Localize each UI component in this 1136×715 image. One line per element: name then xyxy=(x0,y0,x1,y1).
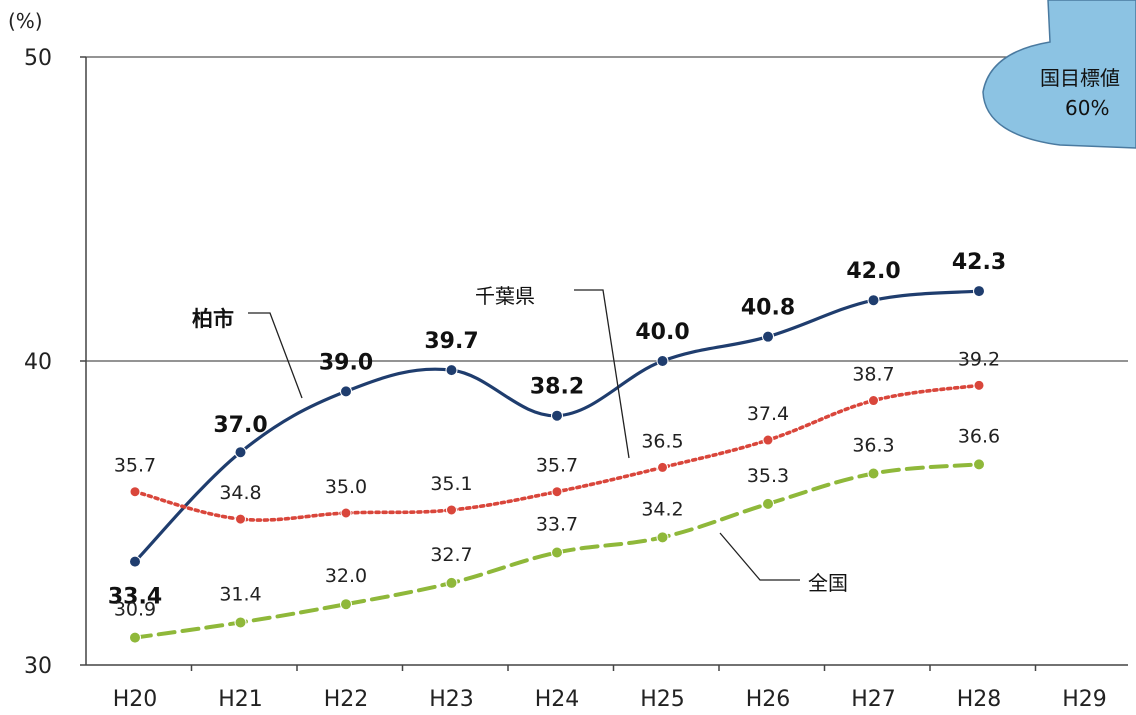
point-千葉県-H21 xyxy=(235,513,246,525)
callout-bubble xyxy=(982,0,1136,149)
leader-line-柏市 xyxy=(248,312,303,399)
point-千葉県-H20 xyxy=(129,486,141,498)
point-全国-H28 xyxy=(973,458,985,471)
y-tick-labels: 30 40 50 xyxy=(24,46,52,679)
data-label-全国-H24: 33.7 xyxy=(536,514,578,536)
point-柏市-H26 xyxy=(762,330,774,343)
data-label-千葉県-H27: 38.7 xyxy=(852,364,894,386)
data-label-千葉県-H28: 39.2 xyxy=(958,348,1000,370)
series-柏市: 33.4 37.0 39.0 39.7 38.2 40.0 40.8 42.0 42.3 xyxy=(108,250,1006,610)
data-label-全国-H25: 34.2 xyxy=(641,498,683,520)
data-label-柏市-H20: 33.4 xyxy=(108,585,162,610)
leader-line-全国 xyxy=(719,532,800,581)
series-name-柏市: 柏市 xyxy=(192,307,234,331)
point-千葉県-H24 xyxy=(551,486,563,498)
data-label-全国-H27: 36.3 xyxy=(852,434,894,456)
data-label-千葉県-H21: 34.8 xyxy=(219,482,261,504)
x-tick-label-H20: H20 xyxy=(113,687,158,712)
series-name-千葉県: 千葉県 xyxy=(475,284,535,308)
point-柏市-H23 xyxy=(445,364,458,377)
point-全国-H23 xyxy=(445,576,458,589)
callout-line-2: 60% xyxy=(1065,96,1109,120)
point-千葉県-H27 xyxy=(868,395,879,407)
point-千葉県-H22 xyxy=(340,507,352,519)
point-柏市-H24 xyxy=(551,409,563,422)
point-全国-H25 xyxy=(656,531,669,544)
data-label-柏市-H26: 40.8 xyxy=(741,296,795,321)
data-label-千葉県-H23: 35.1 xyxy=(430,473,472,495)
point-千葉県-H23 xyxy=(446,504,457,516)
point-柏市-H25 xyxy=(656,355,669,367)
point-柏市-H22 xyxy=(340,385,352,398)
x-tick-label-H28: H28 xyxy=(957,687,1002,712)
series-全国: 30.9 31.4 32.0 32.7 33.7 34.2 35.3 36.3 36.6 xyxy=(114,425,1000,644)
data-label-柏市-H23: 39.7 xyxy=(424,329,478,354)
series-lines: 33.4 37.0 39.0 39.7 38.2 40.0 40.8 42.0 42.3 35.7… xyxy=(108,250,1006,644)
data-label-全国-H26: 35.3 xyxy=(747,465,789,487)
point-柏市-H27 xyxy=(867,294,880,307)
point-柏市-H20 xyxy=(129,555,141,568)
x-tick-label-H22: H22 xyxy=(324,687,369,712)
point-柏市-H21 xyxy=(234,446,247,459)
x-tick-label-H25: H25 xyxy=(640,687,685,712)
data-label-千葉県-H24: 35.7 xyxy=(536,455,578,477)
y-axis-label: (%) xyxy=(8,9,43,33)
x-tick-label-H24: H24 xyxy=(535,687,580,712)
data-label-全国-H28: 36.6 xyxy=(958,425,1000,447)
x-tick-label-H23: H23 xyxy=(429,687,474,712)
gridlines xyxy=(86,56,1128,362)
point-千葉県-H28 xyxy=(973,379,985,391)
x-tick-label-H27: H27 xyxy=(851,687,896,712)
y-tick-label-30: 30 xyxy=(24,654,52,679)
data-label-千葉県-H26: 37.4 xyxy=(747,403,789,425)
leader-line-千葉県 xyxy=(574,289,630,459)
data-label-全国-H21: 31.4 xyxy=(219,583,261,605)
series-千葉県: 35.7 34.8 35.0 35.1 35.7 36.5 37.4 38.7 39.2 xyxy=(114,348,1000,525)
data-label-全国-H23: 32.7 xyxy=(430,544,472,566)
point-全国-H21 xyxy=(234,616,247,629)
data-label-千葉県-H22: 35.0 xyxy=(325,476,367,498)
x-tick-label-H29: H29 xyxy=(1062,687,1107,712)
data-label-千葉県-H25: 36.5 xyxy=(641,430,683,452)
x-tick-labels: H20 H21 H22 H23 H24 H25 H26 H27 H28 H29 xyxy=(113,687,1107,712)
y-tick-label-40: 40 xyxy=(24,350,52,375)
data-label-柏市-H28: 42.3 xyxy=(952,250,1006,275)
data-label-柏市-H22: 39.0 xyxy=(319,350,373,375)
point-全国-H20 xyxy=(129,631,141,644)
point-全国-H26 xyxy=(762,497,774,510)
y-tick-label-50: 50 xyxy=(24,46,52,71)
point-柏市-H28 xyxy=(973,285,985,298)
data-label-柏市-H25: 40.0 xyxy=(635,320,689,345)
data-label-全国-H20: 30.9 xyxy=(114,599,156,621)
data-label-柏市-H24: 38.2 xyxy=(530,375,584,400)
target-callout: 国目標値 60% xyxy=(982,0,1136,149)
point-全国-H22 xyxy=(340,598,352,611)
point-全国-H27 xyxy=(867,467,880,480)
point-全国-H24 xyxy=(551,546,563,559)
data-label-柏市-H27: 42.0 xyxy=(846,259,900,284)
callout-line-1: 国目標値 xyxy=(1040,66,1120,90)
point-千葉県-H25 xyxy=(657,461,668,473)
x-tick-label-H21: H21 xyxy=(218,687,263,712)
data-label-全国-H22: 32.0 xyxy=(325,565,367,587)
series-name-全国: 全国 xyxy=(808,571,848,595)
data-label-千葉県-H20: 35.7 xyxy=(114,455,156,477)
x-tick-label-H26: H26 xyxy=(746,687,791,712)
point-千葉県-H26 xyxy=(762,434,774,446)
axes xyxy=(80,56,1128,671)
data-label-柏市-H21: 37.0 xyxy=(213,413,267,438)
